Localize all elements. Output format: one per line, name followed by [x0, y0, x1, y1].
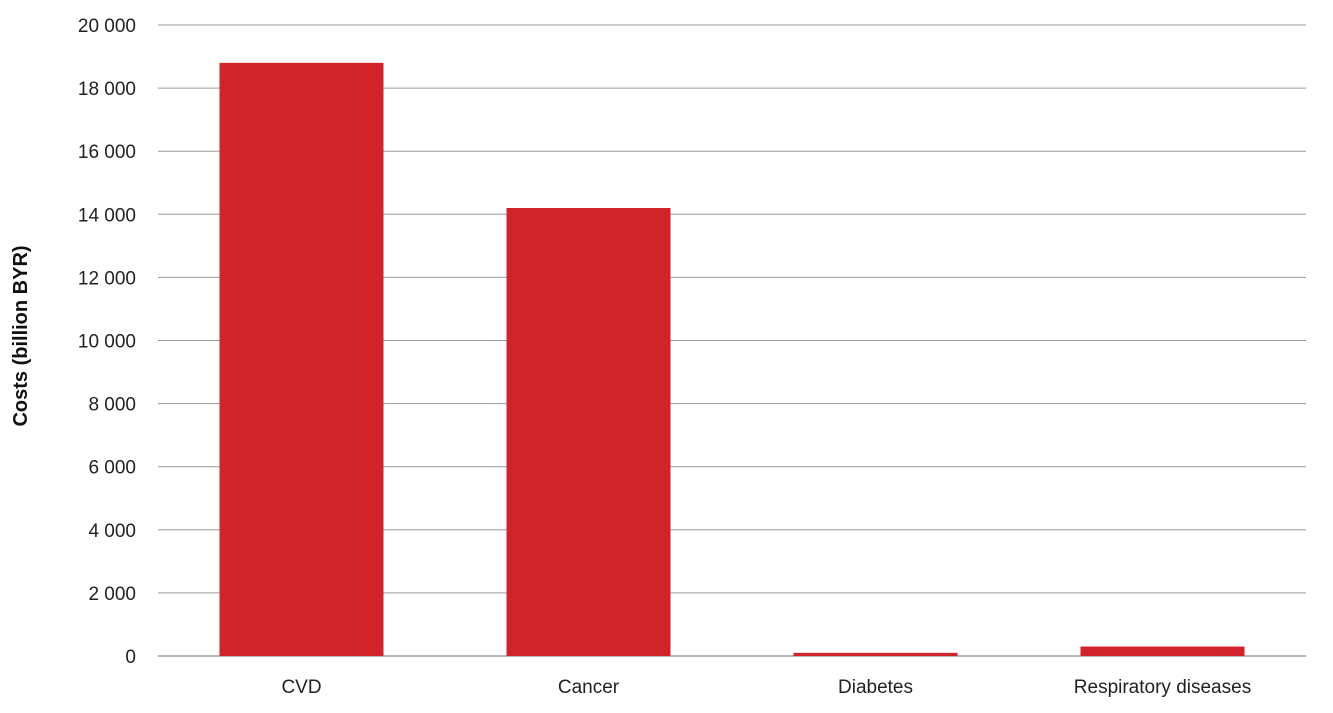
y-tick-label: 10 000	[78, 332, 136, 353]
x-axis-categories: CVD Cancer Diabetes Respiratory diseases	[281, 677, 1251, 698]
x-category-label: Respiratory diseases	[1074, 677, 1251, 698]
y-tick-label: 4 000	[88, 521, 136, 542]
bar-cvd	[219, 62, 384, 657]
bar-cancer	[506, 207, 671, 657]
bar-diabetes	[793, 652, 958, 656]
y-tick-label: 2 000	[88, 584, 136, 605]
y-tick-label: 16 000	[78, 142, 136, 163]
y-axis-label: Costs (billion BYR)	[10, 245, 32, 426]
x-category-label: Cancer	[558, 677, 620, 698]
x-category-label: CVD	[281, 677, 321, 698]
bars	[219, 62, 1245, 657]
y-tick-label: 14 000	[78, 205, 136, 226]
bar-respiratory-diseases	[1080, 646, 1245, 656]
x-category-label: Diabetes	[838, 677, 913, 698]
y-tick-label: 20 000	[78, 16, 136, 37]
y-tick-label: 6 000	[88, 458, 136, 479]
y-tick-label: 18 000	[78, 79, 136, 100]
y-axis-ticks: 0 2 000 4 000 6 000 8 000 10 000 12 000 14 000 1…	[78, 16, 136, 668]
y-tick-label: 8 000	[88, 395, 136, 416]
y-tick-label: 0	[125, 647, 136, 668]
y-tick-label: 12 000	[78, 268, 136, 289]
